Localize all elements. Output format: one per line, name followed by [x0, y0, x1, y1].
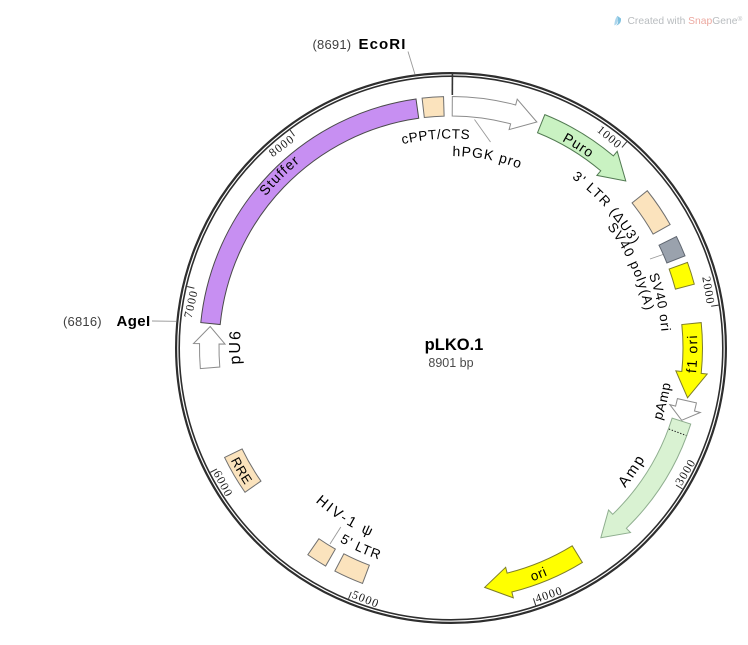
svg-text:pLKO.1: pLKO.1 [425, 336, 484, 354]
svg-text:f1 ori: f1 ori [683, 334, 700, 374]
svg-text:8901 bp: 8901 bp [428, 356, 473, 370]
svg-text:(8691): (8691) [313, 37, 352, 52]
svg-text:EcoRI: EcoRI [359, 36, 407, 53]
svg-text:AgeI: AgeI [117, 313, 151, 330]
svg-text:pU6: pU6 [227, 329, 245, 365]
svg-text:Created with SnapGene®: Created with SnapGene® [628, 15, 743, 27]
svg-text:(6816): (6816) [63, 314, 102, 329]
